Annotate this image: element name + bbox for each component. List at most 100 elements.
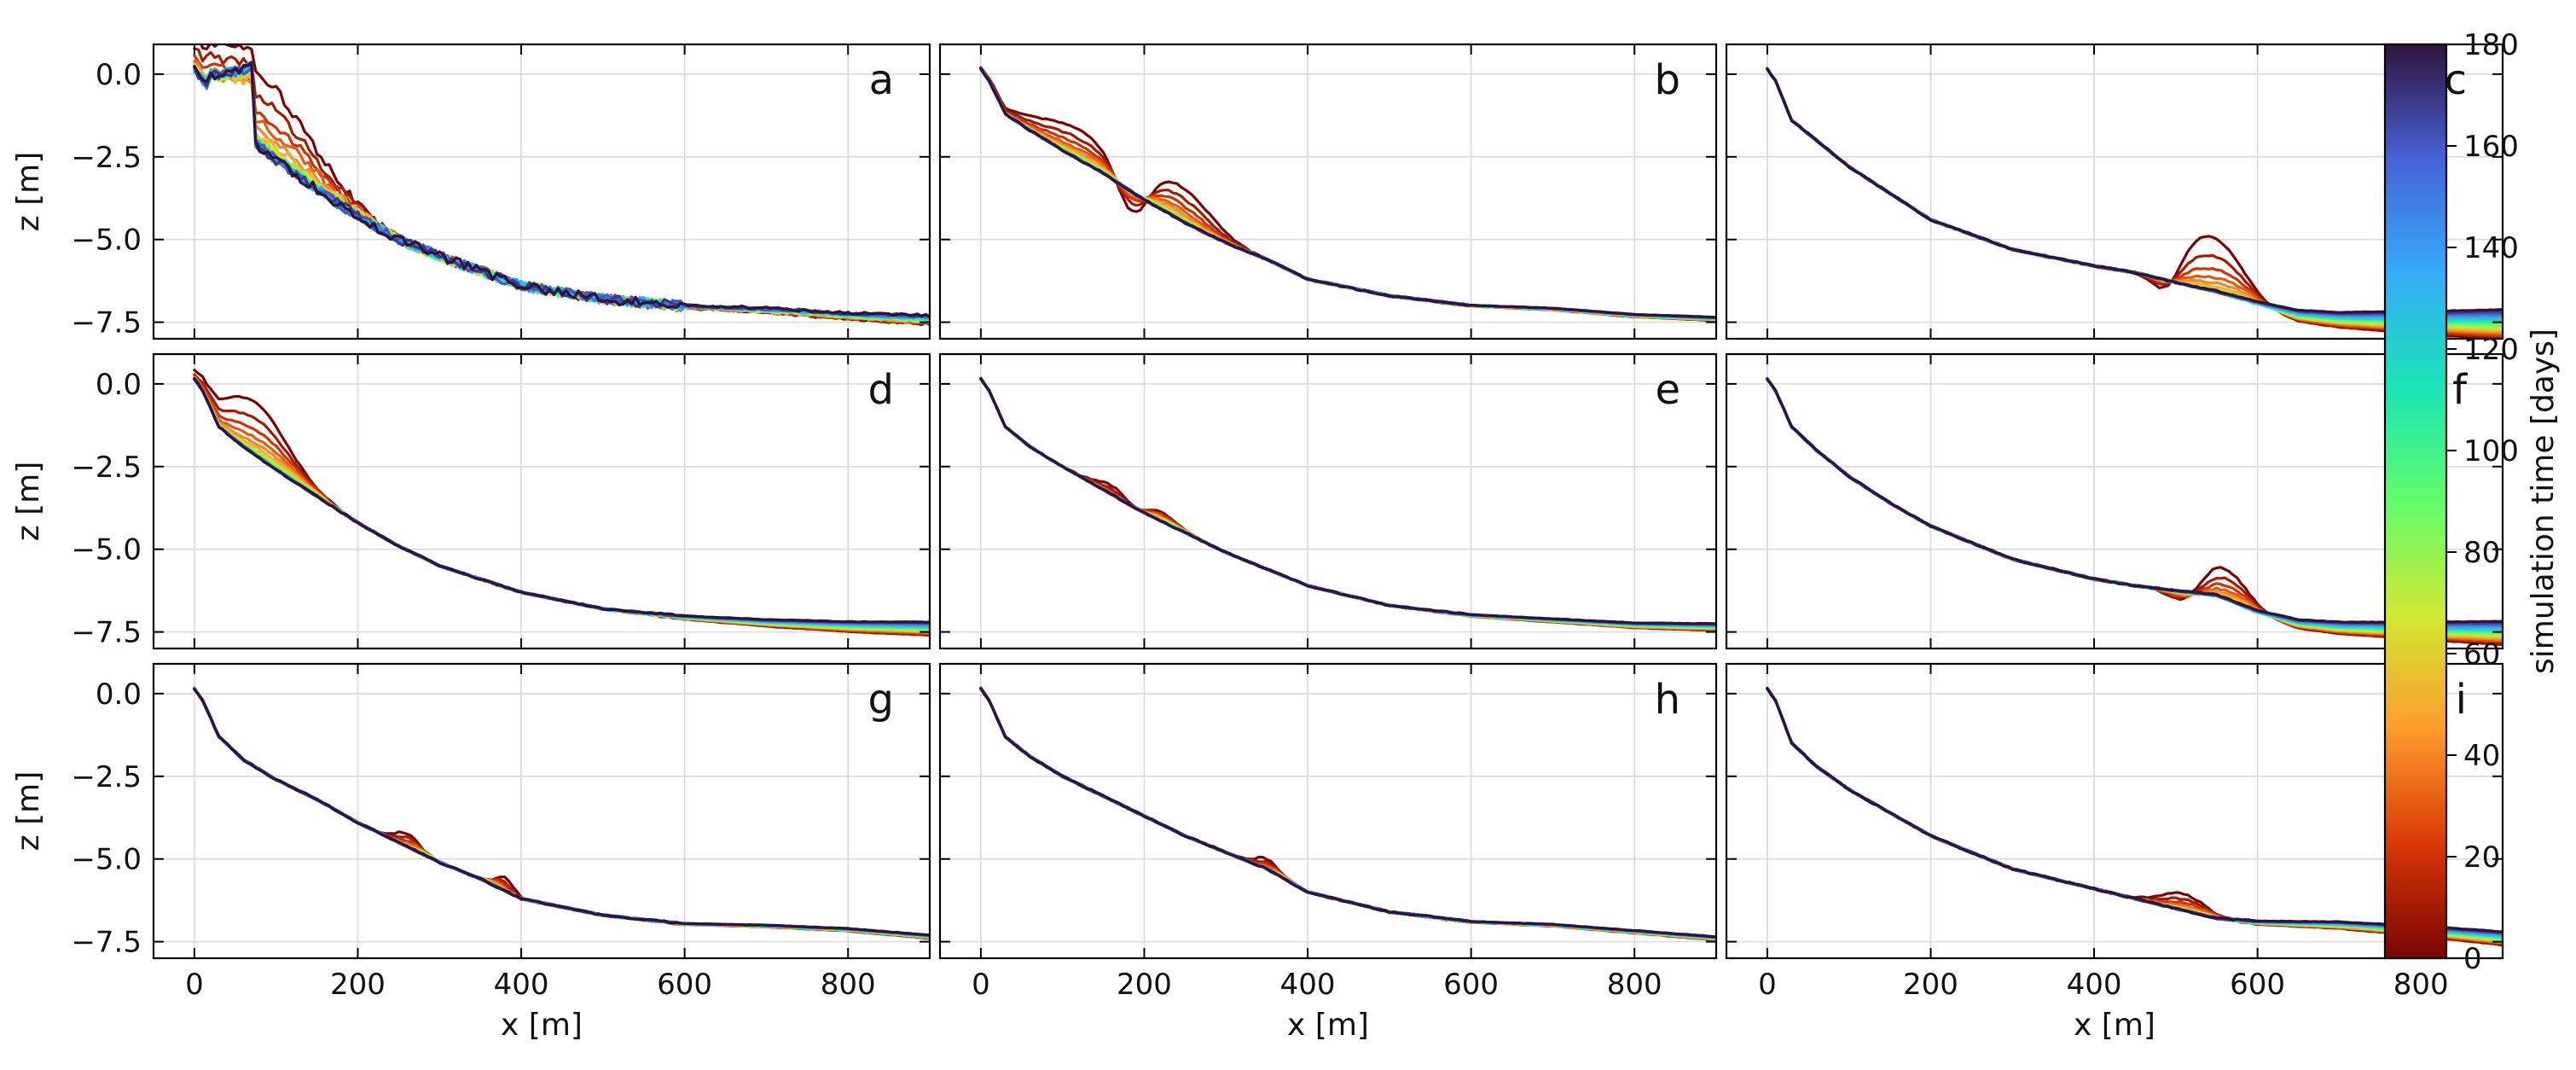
y-tick-label: −5.0 [71,533,142,567]
profile-line-e-t150 [979,377,1716,626]
profile-line-d-t90 [193,377,930,631]
profile-line-b-t120 [979,67,1716,320]
curves-c [1766,67,2503,339]
x-tick-label: 600 [1443,968,1499,1002]
profile-line-g-t100 [193,688,930,939]
colorbar-gradient [2385,44,2446,958]
profile-line-e-t70 [979,378,1716,630]
panel-b: b [938,43,1718,340]
profile-line-f-t180 [1766,377,2503,624]
profile-line-b-t40 [979,67,1716,322]
profile-line-b-t10 [979,66,1716,323]
profile-line-a-t130 [193,63,930,320]
panel-label: a [869,56,894,104]
y-tick-label: −7.5 [71,306,142,340]
panel-f: f [1725,352,2504,650]
panel-label: e [1655,366,1680,414]
profile-line-e-t30 [979,377,1716,631]
profile-line-a-t80 [193,63,930,323]
panels-group: a 0.0 −2.5 −5.0 −7.5 z [m] b c d 0.0 −2.5 −5.0 −7.5 z… [11,43,2504,1043]
profile-line-a-t70 [193,62,930,323]
profile-line-b-t90 [979,67,1716,321]
profile-line-b-t130 [979,67,1716,320]
x-tick-label: 800 [2393,968,2449,1002]
colorbar-tick-label: 40 [2463,739,2500,773]
profile-line-e-t100 [979,378,1716,629]
colorbar-tick-label: 160 [2463,130,2519,164]
profile-line-b-t100 [979,68,1716,321]
panel-g: g 0.0 −2.5 −5.0 −7.5 z [m] 0 200 400 600 800 x [m] [11,662,931,1043]
profile-line-e-t50 [979,378,1716,631]
profile-line-b-t60 [979,68,1716,321]
colorbar-tick-label: 80 [2463,536,2500,570]
x-tick-label: 800 [821,968,876,1002]
profile-line-h-t180 [979,687,1716,939]
profile-line-e-t130 [979,376,1716,627]
y-tick-label: 0.0 [96,368,142,402]
panel-label: i [2456,676,2467,724]
profile-line-g-t180 [193,688,930,937]
profile-line-a-t60 [193,63,930,324]
profile-line-g-t150 [193,688,930,938]
profile-line-b-t170 [979,67,1716,319]
panel-d: d 0.0 −2.5 −5.0 −7.5 z [m] [11,352,931,650]
x-tick-label: 0 [972,968,990,1002]
profile-line-e-t20 [979,377,1716,631]
profile-line-b-t70 [979,67,1716,321]
x-tick-label: 400 [494,968,549,1002]
profile-line-d-t60 [193,377,930,632]
profile-line-e-t90 [979,377,1716,629]
panel-label: h [1655,676,1680,724]
y-tick-label: 0.0 [96,58,142,92]
profile-line-g-t170 [193,688,930,937]
profile-line-b-t20 [979,67,1716,322]
colorbar-tick-label: 100 [2463,434,2519,468]
x-tick-label: 200 [1903,968,1958,1002]
curves-a [193,44,930,327]
profile-line-g-t160 [193,686,930,937]
colorbar: 0 20 40 60 80 100 120 140 160 180 simulation time … [2383,28,2561,976]
y-tick-label: −2.5 [71,141,142,175]
panel-e: e [938,352,1718,650]
y-tick-label: −5.0 [71,224,142,258]
profile-line-g-t130 [193,686,930,938]
profile-line-g-t70 [193,688,930,939]
profile-line-g-t60 [193,687,930,939]
profile-line-b-t30 [979,67,1716,322]
profile-line-h-t160 [979,686,1716,939]
profile-line-d-t110 [193,378,930,629]
profile-line-d-t70 [193,377,930,631]
profile-line-b-t140 [979,67,1716,320]
profile-line-a-t100 [193,61,930,322]
profile-line-d-t130 [193,377,930,628]
profile-line-e-t10 [979,377,1716,632]
x-tick-label: 800 [1607,968,1662,1002]
profile-line-a-t30 [193,59,930,324]
profile-line-e-t140 [979,377,1716,627]
profile-line-a-t140 [193,63,930,319]
profile-line-d-t120 [193,377,930,628]
panel-h: h 0 200 400 600 800 x [m] [938,662,1718,1043]
panel-frame [1725,43,2504,340]
colorbar-tick-label: 0 [2463,942,2482,976]
x-tick-label: 200 [330,968,386,1002]
colorbar-tick-label: 60 [2463,637,2500,672]
curves-f [1766,376,2503,646]
profile-line-d-t170 [193,378,930,625]
profile-line-d-t150 [193,376,930,626]
profile-line-d-t180 [193,377,930,624]
profile-line-g-t0 [193,687,930,940]
profile-line-e-t170 [979,378,1716,626]
profile-line-a-t180 [193,61,930,318]
profile-line-a-t150 [193,60,930,319]
y-tick-label: −7.5 [71,616,142,650]
curves-h [979,686,1716,942]
x-tick-label: 0 [185,968,204,1002]
panel-label: g [868,676,894,724]
colorbar-tick-label: 20 [2463,840,2500,875]
y-axis-label: z [m] [11,771,46,852]
x-axis-label: x [m] [501,1008,583,1043]
y-tick-label: −7.5 [71,926,142,960]
